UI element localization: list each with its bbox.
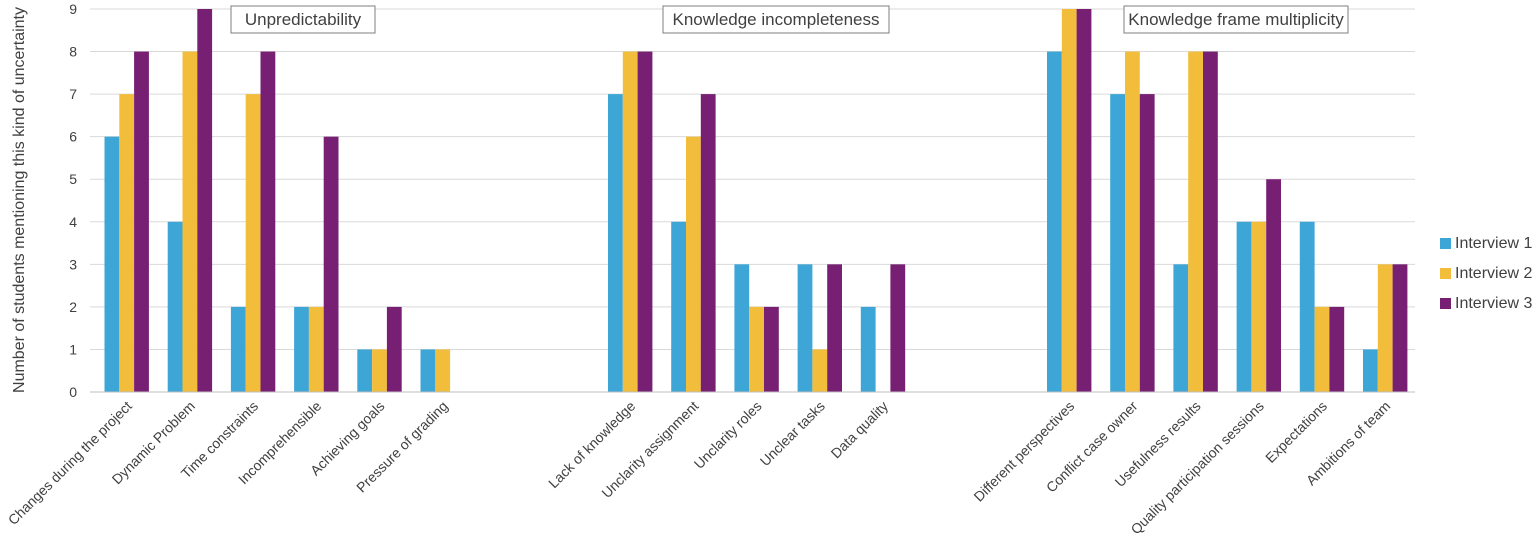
bar-interview-3 (197, 9, 213, 392)
bar-interview-1 (1110, 94, 1125, 392)
bar-interview-1 (1299, 221, 1315, 392)
y-tick-label: 1 (69, 341, 77, 357)
bar-interview-3 (890, 264, 906, 392)
y-tick-label: 5 (69, 171, 77, 187)
bar-interview-1 (608, 94, 623, 392)
bar-interview-1 (1236, 221, 1252, 392)
y-tick-label: 0 (69, 384, 77, 400)
y-tick-label: 4 (69, 214, 77, 230)
bar-interview-2 (622, 51, 638, 393)
group-labels: Unpredictability Knowledge incompleteness… (230, 5, 1349, 34)
group-label-box (230, 5, 376, 34)
bar-interview-1 (294, 306, 309, 392)
bar-interview-1 (671, 221, 686, 392)
bar-interview-1 (797, 264, 813, 392)
bar-interview-3 (827, 264, 842, 392)
bar-interview-3 (386, 306, 402, 392)
category-label: Unclear tasks (757, 398, 828, 469)
bar-interview-2 (686, 136, 701, 392)
group-label-box (1123, 5, 1349, 34)
y-tick-label: 8 (69, 44, 77, 60)
legend-swatch (1440, 298, 1451, 309)
bar-interview-1 (734, 264, 750, 392)
bar-interview-1 (860, 306, 876, 392)
bar-interview-3 (764, 306, 779, 392)
y-axis-ticks: 0 1 2 3 4 5 6 7 8 9 (69, 1, 77, 400)
y-tick-label: 6 (69, 129, 77, 145)
y-tick-label: 2 (69, 299, 77, 315)
bar-interview-2 (749, 306, 764, 392)
y-tick-label: 7 (69, 86, 77, 102)
bar-interview-2 (1125, 51, 1140, 393)
bar-interview-1 (420, 349, 436, 392)
bar-interview-3 (1329, 306, 1345, 392)
bar-interview-2 (435, 349, 451, 392)
bar-interview-3 (1203, 51, 1218, 393)
bar-interview-2 (1251, 221, 1267, 392)
bar-interview-2 (119, 94, 135, 392)
bar-interview-2 (245, 94, 261, 392)
bar-interview-2 (812, 349, 828, 392)
bar-interview-3 (1266, 179, 1281, 392)
bar-interview-3 (260, 51, 276, 393)
bar-interview-1 (1363, 349, 1378, 392)
bar-interview-2 (182, 51, 198, 393)
category-label: Unclarity roles (691, 398, 765, 472)
bar-interview-3 (134, 51, 149, 393)
bar-interview-3 (637, 51, 653, 393)
bar-interview-2 (372, 349, 387, 392)
bar-interview-1 (1047, 51, 1062, 393)
legend-swatch (1440, 268, 1451, 279)
bar-interview-3 (323, 136, 339, 392)
group-label: Knowledge frame multiplicity (1128, 10, 1344, 29)
bar-interview-1 (357, 349, 373, 392)
bar-interview-2 (1377, 264, 1393, 392)
category-label: Quality participation sessions (1127, 398, 1267, 538)
legend-label: Interview 2 (1455, 265, 1532, 282)
bar-interview-1 (1173, 264, 1189, 392)
bar-interview-2 (1188, 51, 1203, 393)
bar-interview-1 (167, 221, 183, 392)
category-label: Different perspectives (970, 398, 1077, 505)
group-label: Unpredictability (245, 10, 362, 29)
legend-label: Interview 1 (1455, 235, 1532, 252)
bar-interview-2 (1061, 9, 1077, 392)
legend-label: Interview 3 (1455, 295, 1532, 312)
bar-interview-2 (308, 306, 324, 392)
category-label: Changes during the project (5, 398, 135, 528)
group-label-box (662, 5, 890, 34)
bar-interview-1 (104, 136, 120, 392)
bars (104, 9, 1408, 393)
category-label: Expectations (1262, 398, 1330, 466)
bar-interview-3 (700, 94, 716, 392)
bar-interview-2 (1314, 306, 1330, 392)
bar-interview-3 (1139, 94, 1155, 392)
bar-interview-3 (1392, 264, 1408, 392)
legend: Interview 1 Interview 2 Interview 3 (1440, 235, 1532, 312)
y-tick-label: 9 (69, 1, 77, 17)
group-label: Knowledge incompleteness (673, 10, 880, 29)
legend-swatch (1440, 238, 1451, 249)
y-axis-label: Number of students mentioning this kind … (11, 7, 28, 393)
category-label: Data quality (828, 398, 892, 462)
bar-interview-1 (230, 306, 246, 392)
bar-interview-3 (1076, 9, 1092, 392)
y-tick-label: 3 (69, 256, 77, 272)
